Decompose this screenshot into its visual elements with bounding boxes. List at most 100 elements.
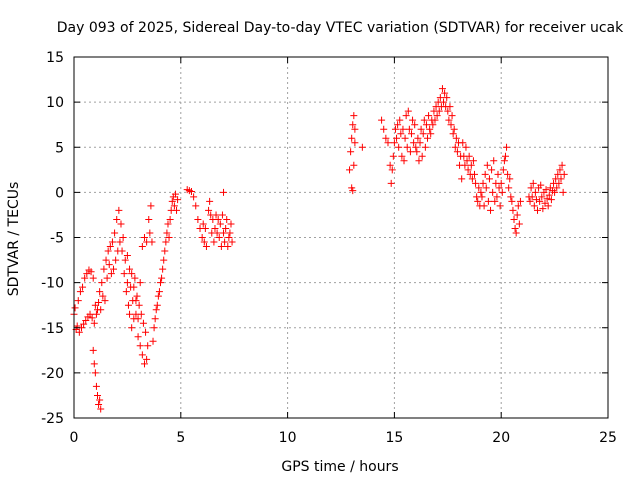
data-point — [134, 333, 142, 341]
data-point — [199, 220, 207, 228]
data-point — [555, 179, 563, 187]
data-point — [490, 157, 498, 165]
data-point — [74, 297, 82, 305]
data-point — [213, 229, 221, 237]
data-point — [440, 98, 448, 106]
data-point — [388, 166, 396, 174]
data-point — [393, 134, 401, 142]
data-point — [464, 166, 472, 174]
data-point — [495, 184, 503, 192]
data-point — [547, 196, 555, 204]
data-point — [508, 197, 516, 205]
data-point — [128, 270, 136, 278]
data-point — [103, 274, 111, 282]
data-point — [394, 121, 402, 129]
data-point — [162, 238, 170, 246]
y-tick-label: -20 — [41, 366, 64, 382]
data-point — [531, 188, 539, 196]
data-point — [164, 220, 172, 228]
data-point — [92, 382, 100, 390]
data-point — [403, 143, 411, 151]
data-point — [412, 143, 420, 151]
data-point — [224, 243, 232, 251]
data-point — [431, 116, 439, 124]
data-point — [505, 184, 513, 192]
data-point — [150, 324, 158, 332]
data-point — [422, 121, 430, 129]
data-point — [88, 314, 96, 322]
data-point — [75, 328, 83, 336]
data-point — [560, 170, 568, 178]
y-tick-label: 5 — [55, 140, 64, 156]
x-tick-label: 10 — [279, 430, 297, 446]
data-point — [468, 175, 476, 183]
data-point — [153, 301, 161, 309]
data-point — [80, 320, 88, 328]
data-point — [451, 143, 459, 151]
data-point — [105, 261, 113, 269]
data-point — [151, 315, 159, 323]
data-point — [471, 170, 478, 178]
data-point — [104, 247, 112, 255]
data-point — [467, 161, 475, 169]
data-point — [513, 211, 521, 219]
data-point — [497, 179, 505, 187]
data-point — [380, 125, 388, 133]
data-point — [504, 170, 512, 178]
data-point — [192, 202, 200, 210]
data-point — [536, 197, 544, 205]
data-point — [82, 317, 90, 325]
data-point — [534, 206, 542, 214]
data-point — [106, 243, 114, 251]
data-point — [435, 107, 443, 115]
data-point — [217, 243, 225, 251]
data-point — [155, 288, 163, 296]
data-point — [73, 322, 81, 330]
data-point — [420, 116, 428, 124]
data-point — [97, 306, 105, 314]
data-point — [478, 193, 486, 201]
data-point — [174, 196, 182, 204]
data-point — [378, 116, 386, 124]
data-point — [131, 274, 139, 282]
data-point — [410, 139, 418, 147]
data-point — [506, 175, 514, 183]
data-point — [511, 224, 519, 232]
data-point — [136, 342, 144, 350]
data-point — [482, 184, 490, 192]
data-point — [479, 179, 487, 187]
data-point — [401, 134, 409, 142]
data-point — [528, 193, 536, 201]
data-point — [96, 396, 104, 404]
data-point — [152, 306, 160, 314]
y-tick-label: -10 — [41, 276, 64, 292]
data-point — [165, 234, 173, 241]
data-point — [433, 112, 441, 120]
data-point — [117, 220, 125, 228]
data-point — [134, 315, 142, 323]
data-point — [396, 116, 404, 124]
data-point — [124, 301, 132, 309]
data-point — [436, 94, 444, 102]
data-point — [543, 195, 551, 203]
data-point — [148, 238, 156, 246]
data-point — [510, 215, 518, 223]
data-point — [226, 229, 234, 237]
data-point — [187, 187, 195, 195]
data-point — [496, 202, 504, 210]
data-point — [407, 130, 415, 138]
data-point — [446, 103, 454, 111]
data-point — [421, 143, 429, 151]
data-point — [123, 279, 131, 287]
data-point — [419, 130, 427, 138]
data-point — [101, 297, 109, 305]
data-point — [128, 324, 136, 332]
data-point — [500, 157, 508, 165]
data-point — [159, 265, 167, 273]
data-point — [358, 143, 366, 151]
data-point — [132, 297, 140, 305]
data-point — [350, 161, 358, 169]
data-point — [426, 125, 434, 133]
data-point — [538, 193, 546, 201]
y-tick-label: 10 — [46, 95, 64, 111]
